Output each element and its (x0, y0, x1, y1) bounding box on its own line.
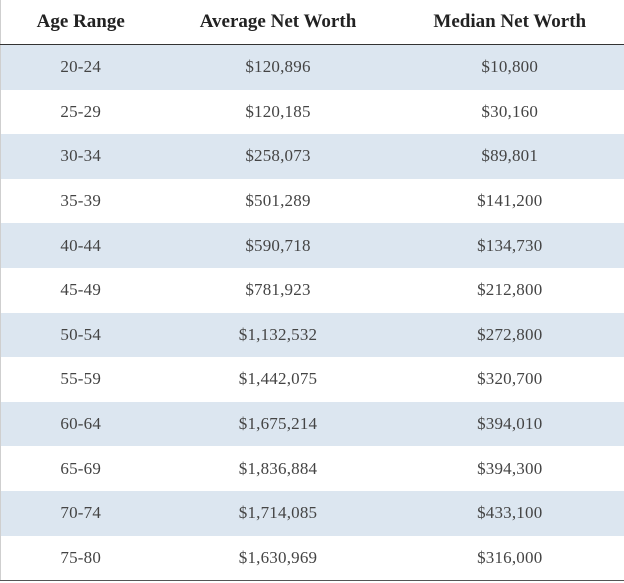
column-header: Age Range (0, 0, 161, 45)
table-row: 65-69 $1,836,884 $394,300 (1, 446, 624, 491)
table-row: 30-34 $258,073 $89,801 (0, 134, 624, 179)
table-row: 50-54 $1,132,532 $272,800 (0, 312, 624, 358)
table-cell: $320,700 (477, 369, 543, 389)
table-header: Age Range Average Net Worth Median Net Wor… (0, 0, 624, 45)
table-cell: $10,800 (395, 44, 624, 90)
table-cell: $501,289 (245, 191, 311, 211)
table-cell: $1,675,214 (160, 401, 396, 447)
table-cell: $89,801 (395, 134, 624, 179)
table-cell: 20-24 (0, 44, 161, 90)
table-cell: $1,442,075 (238, 369, 318, 389)
table-cell: 60-64 (0, 401, 161, 447)
header-row: Age Range Average Net Worth Median Net Wor… (0, 0, 624, 45)
table-cell: $134,730 (395, 223, 624, 268)
table-cell: $30,160 (481, 101, 539, 121)
table-cell: 50-54 (0, 312, 161, 358)
table-row: 45-49 $781,923 $212,800 (1, 268, 624, 313)
table-row: 40-44 $590,718 $134,730 (0, 223, 624, 268)
table-cell: $394,010 (395, 401, 624, 447)
table-row: 60-64 $1,675,214 $394,010 (0, 401, 624, 447)
table-body: 20-24 $120,896 $10,800 25-29 $120,185 $30,160… (0, 44, 624, 581)
table-cell: 55-59 (60, 369, 102, 389)
table-cell: $258,073 (160, 134, 396, 179)
table-cell: $590,718 (160, 223, 396, 268)
table-cell: $781,923 (245, 280, 311, 300)
table-cell: $1,132,532 (160, 312, 396, 358)
table-cell: $316,000 (477, 547, 543, 567)
column-header: Average Net Worth (160, 0, 396, 45)
table-row: 75-80 $1,630,969 $316,000 (1, 536, 624, 581)
table-cell: 45-49 (60, 280, 102, 300)
table-cell: $141,200 (477, 191, 543, 211)
table-row: 35-39 $501,289 $141,200 (1, 179, 624, 224)
table-cell: $1,714,085 (160, 490, 396, 536)
table-row: 20-24 $120,896 $10,800 (0, 44, 624, 90)
table-row: 55-59 $1,442,075 $320,700 (1, 357, 624, 402)
table-cell: $1,836,884 (238, 458, 318, 478)
table-cell: $1,630,969 (238, 547, 318, 567)
table-cell: 75-80 (60, 547, 102, 567)
table-row: 70-74 $1,714,085 $433,100 (0, 490, 624, 536)
table-cell: $394,300 (477, 458, 543, 478)
table-cell: $120,185 (245, 101, 311, 121)
table-cell: 35-39 (60, 191, 102, 211)
table-cell: $120,896 (160, 44, 396, 90)
table-cell: $272,800 (395, 312, 624, 358)
table-cell: $433,100 (395, 490, 624, 536)
table-cell: $212,800 (477, 280, 543, 300)
table-row: 25-29 $120,185 $30,160 (1, 90, 624, 135)
table-cell: 70-74 (0, 490, 161, 536)
table-cell: 40-44 (0, 223, 161, 268)
table-cell: 65-69 (60, 458, 102, 478)
table-cell: 30-34 (0, 134, 161, 179)
column-header: Median Net Worth (395, 0, 624, 45)
table-cell: 25-29 (60, 101, 102, 121)
